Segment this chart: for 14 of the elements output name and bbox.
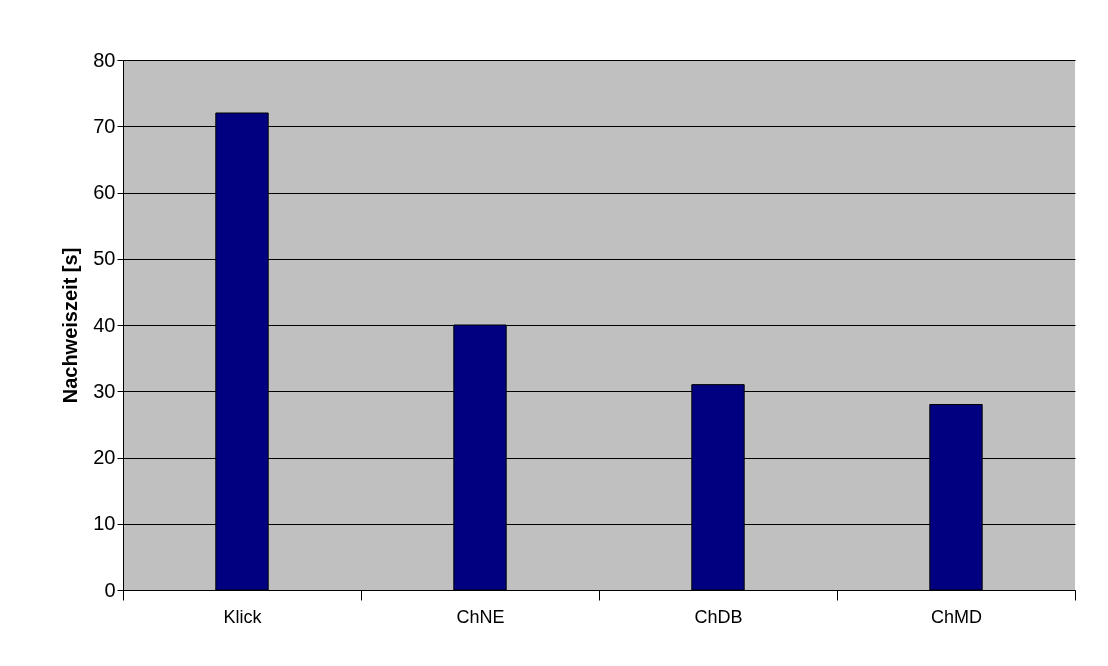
y-tick-label: 80: [93, 48, 116, 71]
y-tick-label: 30: [93, 379, 116, 402]
y-axis-title: Nachweiszeit [s]: [59, 247, 82, 404]
x-tick-label: ChDB: [694, 606, 743, 627]
x-tick-label: Klick: [223, 606, 263, 627]
y-tick-label: 10: [93, 512, 116, 535]
y-tick-label: 50: [93, 247, 116, 270]
y-tick-label: 60: [93, 181, 116, 203]
x-tick-label: ChNE: [456, 606, 505, 627]
y-tick-label: 0: [104, 578, 116, 601]
x-tick-label: ChMD: [930, 606, 983, 627]
y-tick-label: 20: [93, 446, 116, 468]
y-tick-label: 40: [93, 313, 116, 336]
y-tick-label: 70: [93, 114, 116, 137]
